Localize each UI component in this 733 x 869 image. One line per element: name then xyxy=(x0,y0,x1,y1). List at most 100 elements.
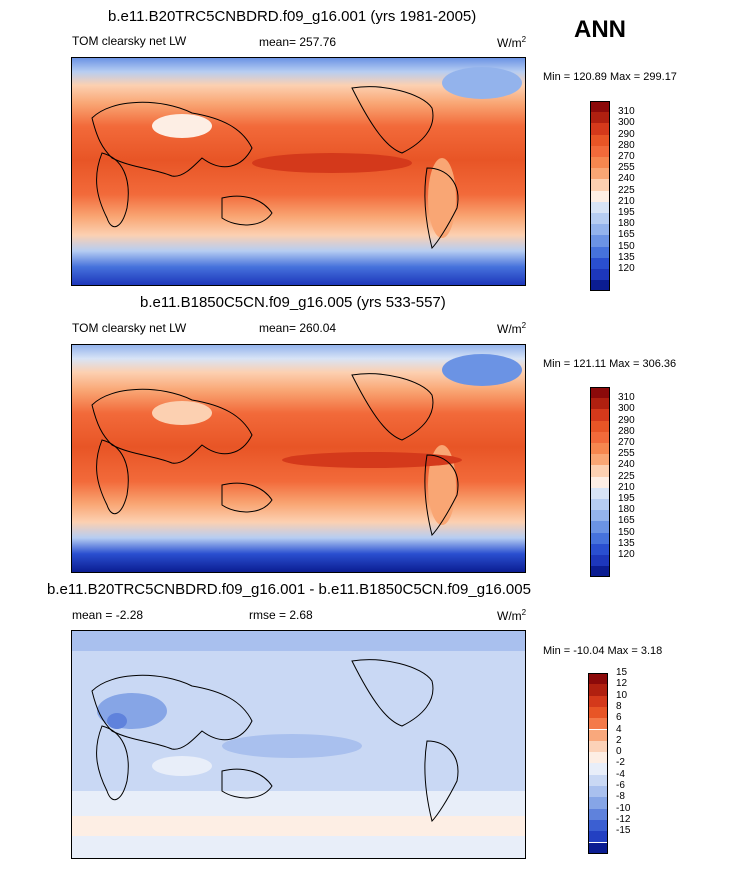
colorbar-tick-label: 135 xyxy=(618,537,635,549)
colorbar-cell xyxy=(588,673,608,685)
pacific-anomaly xyxy=(222,734,362,758)
colorbar-tick-label: 180 xyxy=(618,504,635,516)
colorbar-tick-label: 0 xyxy=(616,746,622,758)
eurasia-outline xyxy=(91,101,253,177)
colorbar-cell xyxy=(588,808,608,820)
colorbar-tick-label: 150 xyxy=(618,526,635,538)
africa-outline xyxy=(96,152,129,228)
colorbar-tick-label: 150 xyxy=(618,240,635,252)
panel2-variable: TOM clearsky net LW xyxy=(72,321,187,335)
colorbar-tick-label: 225 xyxy=(618,470,635,482)
coastlines xyxy=(91,86,459,249)
colorbar-cell xyxy=(590,179,610,191)
panel1-field xyxy=(72,58,525,285)
colorbar-cell xyxy=(590,566,610,578)
colorbar-cell xyxy=(590,280,610,292)
colorbar-cell xyxy=(590,123,610,135)
colorbar-tick-label: -6 xyxy=(616,780,625,791)
units-base: W/m xyxy=(497,609,522,623)
colorbar-cell xyxy=(588,684,608,696)
colorbar-tick-label: 195 xyxy=(618,493,635,504)
panel1-variable: TOM clearsky net LW xyxy=(72,34,187,48)
australia-outline xyxy=(221,768,273,799)
colorbar-cell xyxy=(588,729,608,741)
south-america-outline xyxy=(424,454,459,536)
colorbar-cell xyxy=(590,521,610,533)
colorbar-cell xyxy=(590,213,610,225)
panel1-minmax: Min = 120.89 Max = 299.17 xyxy=(543,71,677,83)
colorbar-tick-label: 290 xyxy=(618,128,635,140)
colorbar-tick-label: 255 xyxy=(618,448,635,460)
pacific-warm-band xyxy=(282,452,462,468)
panel2-units: W/m2 xyxy=(497,321,526,336)
colorbar-tick-label: 310 xyxy=(618,392,635,404)
indian-ocean-anomaly xyxy=(152,756,212,776)
units-base: W/m xyxy=(497,36,522,50)
colorbar-tick-label: -15 xyxy=(616,825,631,837)
colorbar-tick-label: 270 xyxy=(618,437,635,448)
colorbar-tick-label: 15 xyxy=(616,667,628,678)
colorbar-tick-label: -10 xyxy=(616,802,631,814)
colorbar-tick-label: -8 xyxy=(616,791,625,803)
colorbar-cell xyxy=(590,443,610,455)
colorbar-cell xyxy=(588,797,608,809)
colorbar-cell xyxy=(590,476,610,488)
units-exponent: 2 xyxy=(521,608,527,617)
colorbar-cell xyxy=(590,112,610,124)
north-america-outline xyxy=(351,659,434,727)
eurasia-outline xyxy=(91,674,253,750)
north-america-outline xyxy=(351,373,434,441)
panel3-rmse: rmse = 2.68 xyxy=(249,608,313,622)
colorbar-tick-label: 8 xyxy=(616,700,622,712)
colorbar-cell xyxy=(590,269,610,281)
colorbar-tick-label: 300 xyxy=(618,117,635,129)
colorbar-tick-label: 210 xyxy=(618,195,635,207)
north-america-outline xyxy=(351,86,434,154)
colorbar-cell xyxy=(590,409,610,421)
colorbar-cell xyxy=(588,752,608,764)
colorbar-cell xyxy=(590,246,610,258)
colorbar-tick-label: 255 xyxy=(618,162,635,174)
panel3-mean: mean = -2.28 xyxy=(72,608,144,622)
panel3-field xyxy=(72,631,525,858)
colorbar-tick-label: 180 xyxy=(618,218,635,230)
panel2-field xyxy=(72,345,525,572)
colorbar-cell xyxy=(588,819,608,832)
colorbar-tick-label: 210 xyxy=(618,481,635,493)
coastlines xyxy=(91,659,459,822)
colorbar-tick-label: 165 xyxy=(618,229,635,241)
panel1-mean: mean= 257.76 xyxy=(259,35,337,49)
colorbar-tick-label: 270 xyxy=(618,151,635,162)
tibet-plateau xyxy=(152,114,212,138)
panel1-units: W/m2 xyxy=(497,35,526,50)
colorbar-cell xyxy=(590,101,610,113)
colorbar-cell xyxy=(588,774,608,786)
panel3-units: W/m2 xyxy=(497,608,526,623)
colorbar-cell xyxy=(588,740,608,753)
eurasia-outline xyxy=(91,388,253,464)
colorbar-tick-label: -2 xyxy=(616,757,625,769)
colorbar-tick-label: 240 xyxy=(618,459,635,471)
panel1-map xyxy=(71,57,526,286)
panel3-title: b.e11.B20TRC5CNBDRD.f09_g16.001 - b.e11.… xyxy=(47,581,531,598)
colorbar-tick-label: 6 xyxy=(616,712,622,724)
colorbar-tick-label: 290 xyxy=(618,414,635,426)
colorbar-tick-label: 10 xyxy=(616,689,628,701)
season-label: ANN xyxy=(574,16,626,43)
colorbar-cell xyxy=(590,555,610,567)
colorbar-tick-label: -4 xyxy=(616,768,625,780)
colorbar-cell xyxy=(588,842,608,854)
colorbar-tick-label: 165 xyxy=(618,515,635,527)
colorbar-cell xyxy=(590,510,610,522)
colorbar-tick-label: 120 xyxy=(618,549,635,560)
colorbar-tick-label: 310 xyxy=(618,106,635,118)
colorbar-tick-label: 240 xyxy=(618,173,635,185)
panel1-title: b.e11.B20TRC5CNBDRD.f09_g16.001 (yrs 198… xyxy=(108,8,477,25)
middle-east-anomaly xyxy=(97,693,167,729)
coastlines xyxy=(91,373,459,536)
colorbar-cell xyxy=(590,387,610,399)
colorbar-tick-label: 120 xyxy=(618,263,635,274)
colorbar-cell xyxy=(590,257,610,269)
colorbar-tick-label: 135 xyxy=(618,251,635,263)
arabia-anomaly xyxy=(107,713,127,729)
